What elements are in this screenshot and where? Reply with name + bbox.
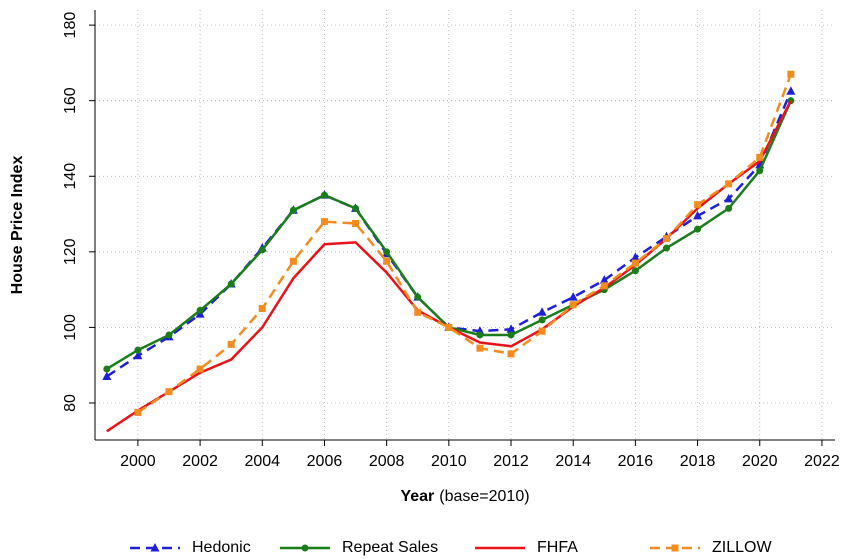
marker [756,153,764,161]
x-tick-label: 2002 [182,453,218,470]
marker [103,365,111,373]
legend-item: Repeat Sales [280,539,438,556]
x-axis-note: (base=2010) [439,488,529,505]
x-tick-label: 2020 [742,453,778,470]
legend-item: ZILLOW [650,539,772,556]
marker [694,201,702,209]
marker [507,350,515,358]
marker [196,306,204,314]
x-axis-label: Year [400,488,434,505]
y-tick-label: 160 [62,87,79,114]
marker [414,308,422,316]
marker [507,331,515,339]
marker [383,248,391,256]
x-tick-label: 2014 [555,453,591,470]
marker [227,280,235,288]
marker [662,235,670,243]
marker [383,257,391,265]
marker [786,86,796,95]
marker [724,193,734,203]
marker [352,204,360,212]
y-axis-title: House Price Index [9,156,26,295]
marker [165,331,173,339]
x-tick-label: 2004 [244,453,280,470]
marker [599,275,609,284]
marker [352,219,360,227]
x-tick-label: 2000 [120,453,156,470]
marker [506,324,516,333]
marker [134,408,142,416]
marker [693,210,703,220]
marker [320,191,328,199]
marker [227,340,235,348]
x-axis-title: Year (base=2010) [400,488,529,505]
y-tick-label: 100 [62,314,79,341]
marker [725,180,733,188]
marker [671,544,679,552]
marker [301,544,309,552]
marker [258,246,266,254]
x-tick-label: 2018 [680,453,716,470]
legend-item: FHFA [475,539,578,556]
legend-label: FHFA [537,539,578,556]
marker [476,331,484,339]
marker [787,70,795,78]
x-tick-label: 2022 [804,453,840,470]
marker [258,305,266,313]
marker [600,282,608,290]
legend-label: Repeat Sales [342,539,438,556]
y-tick-label: 180 [62,12,79,39]
marker [150,543,160,552]
x-tick-label: 2008 [369,453,405,470]
legend-label: ZILLOW [712,539,772,556]
legend-item: Hedonic [130,539,251,556]
marker [414,293,422,301]
marker [133,350,143,360]
marker [538,327,546,335]
y-tick-label: 120 [62,238,79,265]
marker [196,365,204,373]
marker [476,344,484,352]
marker [725,204,733,212]
marker [631,267,639,275]
marker [289,257,297,265]
x-tick-label: 2012 [493,453,529,470]
marker [630,252,640,261]
marker [538,316,546,324]
marker [445,323,453,331]
legend-label: Hedonic [192,539,251,556]
marker [165,388,173,396]
y-tick-label: 80 [62,394,79,412]
marker [631,259,639,267]
x-tick-label: 2016 [618,453,654,470]
marker [134,346,142,354]
x-tick-label: 2010 [431,453,467,470]
marker [694,225,702,233]
y-tick-label: 140 [62,163,79,190]
marker [756,167,764,175]
series-line [137,73,793,414]
marker [537,307,547,316]
marker [102,371,112,381]
marker [568,292,578,301]
marker [662,244,670,252]
marker [569,301,577,309]
marker [289,206,297,214]
marker [320,218,328,226]
x-tick-label: 2006 [307,453,343,470]
